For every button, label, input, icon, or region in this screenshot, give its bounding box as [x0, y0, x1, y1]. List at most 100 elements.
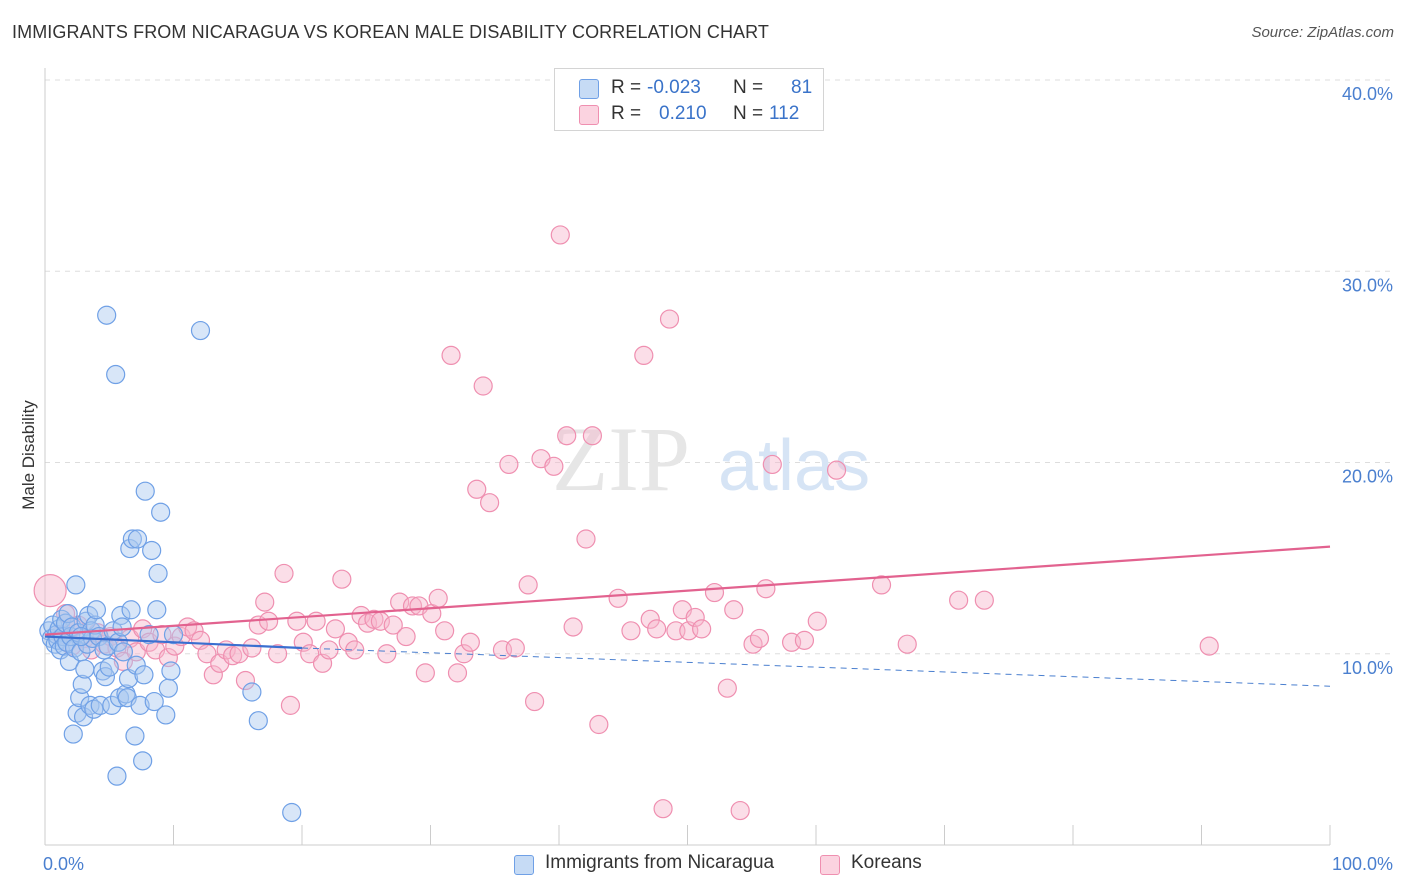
data-point [974, 590, 994, 610]
data-point [576, 529, 596, 549]
trend-lines [44, 545, 1331, 687]
data-point [121, 600, 141, 620]
data-point [135, 481, 155, 501]
data-point [563, 617, 583, 637]
data-point [86, 600, 107, 620]
bottom-legend-swatch-koreans [820, 855, 840, 875]
data-point [151, 502, 171, 522]
x-tick-label: 0.0% [43, 854, 84, 874]
data-point [415, 663, 435, 683]
data-point [897, 634, 917, 654]
data-point [203, 665, 223, 685]
y-axis-label: Male Disability [19, 400, 38, 510]
data-point [351, 605, 371, 626]
data-point [113, 642, 133, 662]
data-point [447, 663, 468, 683]
data-point [794, 630, 815, 650]
data-point [634, 345, 654, 365]
data-point [139, 625, 159, 645]
gridlines [45, 79, 1392, 655]
data-point [383, 615, 403, 635]
data-point [949, 590, 969, 610]
data-point [126, 655, 146, 675]
data-point [258, 611, 279, 631]
data-point [435, 621, 455, 641]
legend-r-value: -0.023 [647, 77, 701, 98]
data-point [97, 305, 117, 325]
data-point [66, 575, 86, 595]
data-point [80, 695, 100, 715]
legend-r-value: 0.210 [659, 103, 707, 124]
data-point [255, 592, 275, 612]
data-point [85, 615, 105, 635]
data-point [280, 695, 301, 715]
legend-r-label: R = [611, 103, 642, 124]
data-point [621, 621, 641, 641]
data-point [749, 628, 770, 649]
data-point [184, 621, 204, 641]
data-point [158, 678, 178, 698]
data-point [287, 611, 307, 631]
data-point [142, 540, 162, 561]
data-point [73, 707, 94, 727]
data-point [235, 670, 256, 691]
data-point [550, 225, 570, 245]
legend-n-value: 112 [769, 103, 800, 124]
data-point [127, 529, 148, 549]
bottom-legend-swatch-nicaragua [514, 855, 534, 875]
watermark: ZIP atlas [552, 408, 870, 510]
data-point [1199, 636, 1219, 656]
data-point [99, 657, 119, 677]
data-point [332, 569, 352, 589]
tick-labels: 10.0% 20.0% 30.0% 40.0% 0.0% 100.0% [43, 84, 1393, 874]
data-point [454, 644, 474, 664]
legend-n-label: N = [733, 103, 764, 124]
data-point [505, 638, 525, 658]
data-point [608, 588, 628, 608]
data-point [274, 563, 294, 584]
data-point [267, 644, 288, 664]
data-point [300, 644, 320, 664]
data-point [282, 802, 302, 823]
data-point [242, 638, 262, 658]
data-point [108, 632, 128, 652]
data-point [460, 632, 480, 652]
chart-title: IMMIGRANTS FROM NICARAGUA VS KOREAN MALE… [12, 22, 770, 42]
data-point [653, 799, 673, 819]
bottom-legend-label-nicaragua: Immigrants from Nicaragua [545, 852, 775, 873]
y-tick-label: 10.0% [1342, 658, 1393, 678]
data-point [692, 619, 712, 639]
data-point [156, 705, 176, 725]
bottom-legend-label-koreans: Koreans [851, 852, 922, 873]
data-point [762, 454, 782, 475]
data-point [640, 609, 660, 629]
data-point [685, 607, 705, 628]
y-tick-label: 30.0% [1342, 275, 1393, 295]
data-point [659, 309, 680, 329]
data-point [147, 600, 167, 620]
data-point [345, 640, 365, 660]
data-point [102, 695, 122, 715]
x-tick-label: 100.0% [1332, 854, 1393, 874]
data-point [441, 345, 461, 365]
data-point [544, 456, 564, 476]
data-point [582, 426, 603, 446]
data-point [95, 667, 115, 687]
data-points [33, 225, 1219, 823]
data-point [133, 751, 153, 771]
data-point [33, 574, 67, 608]
data-point [473, 376, 493, 396]
data-point [134, 665, 154, 685]
data-point [148, 563, 168, 584]
data-point [71, 626, 91, 647]
legend-n-value: 81 [791, 77, 813, 98]
data-point [756, 579, 776, 599]
data-point [826, 460, 847, 480]
data-point [807, 611, 827, 631]
data-point [242, 682, 262, 702]
data-point [480, 493, 500, 513]
data-point [72, 674, 92, 694]
data-point [524, 691, 545, 712]
data-point [90, 695, 110, 715]
